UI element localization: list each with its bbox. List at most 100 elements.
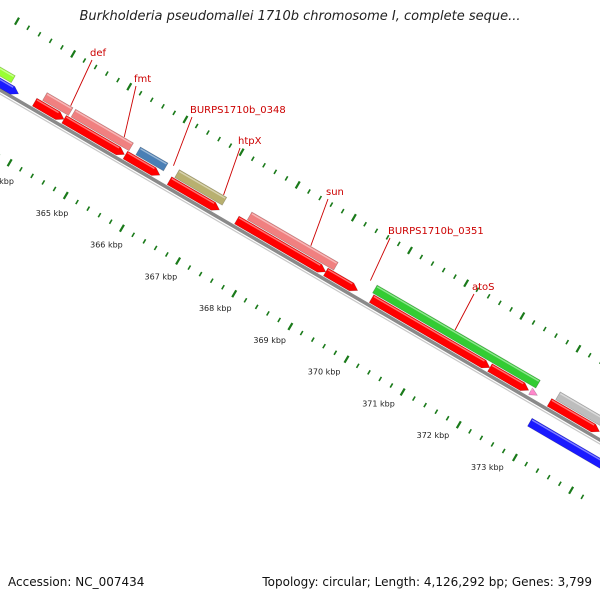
scale-tick xyxy=(97,212,102,218)
gene-feature xyxy=(166,176,220,211)
kbp-label: 372 kbp xyxy=(417,431,450,440)
gene-feature xyxy=(42,92,74,116)
scale-tick xyxy=(172,110,177,116)
scale-tick xyxy=(535,468,540,474)
scale-tick xyxy=(374,228,379,234)
scale-tick xyxy=(294,180,301,189)
scale-tick xyxy=(343,355,350,364)
feature-highlight xyxy=(0,78,14,88)
scale-tick xyxy=(108,219,113,225)
scale-tick xyxy=(299,330,304,336)
scale-tick xyxy=(329,202,334,208)
feature-highlight xyxy=(551,399,595,426)
kbp-label: 365 kbp xyxy=(36,209,69,218)
gene-feature xyxy=(61,114,125,156)
scale-tick xyxy=(284,175,289,181)
feature-highlight xyxy=(66,116,120,149)
scale-tick xyxy=(86,206,91,212)
gene-feature xyxy=(527,417,600,469)
backbone-line xyxy=(0,93,600,445)
gene-label: BURPS1710b_0351 xyxy=(388,226,484,237)
scale-tick xyxy=(307,189,311,194)
feature-highlight xyxy=(376,286,540,382)
scale-tick xyxy=(546,474,551,480)
callout-line xyxy=(370,237,391,281)
tick-rows xyxy=(0,17,600,500)
scale-tick xyxy=(399,388,406,397)
gene-feature xyxy=(246,211,339,271)
scale-tick xyxy=(221,284,225,290)
scale-tick xyxy=(266,310,270,316)
feature-highlight xyxy=(46,93,72,110)
kbp-label: 373 kbp xyxy=(471,463,504,472)
feature-highlight xyxy=(36,99,59,114)
scale-tick xyxy=(463,279,470,288)
gene-label: sun xyxy=(326,187,344,198)
gene-feature xyxy=(135,146,169,172)
scale-tick xyxy=(423,402,428,408)
scale-tick xyxy=(161,103,165,109)
feature-highlight xyxy=(127,152,155,170)
callout-line xyxy=(310,198,329,246)
scale-tick xyxy=(524,461,529,467)
feature-highlight xyxy=(75,110,133,145)
scale-tick xyxy=(60,44,64,50)
accession-text: Accession: NC_007434 xyxy=(8,575,145,589)
scale-tick xyxy=(557,481,562,487)
scale-tick xyxy=(231,289,238,298)
scale-tick xyxy=(116,77,120,83)
feature-highlight xyxy=(179,170,226,199)
scale-tick xyxy=(385,234,390,240)
gene-feature xyxy=(368,294,491,369)
scale-tick xyxy=(82,58,87,63)
scale-tick xyxy=(318,195,323,201)
gene-feature xyxy=(70,108,134,152)
scale-tick xyxy=(205,130,210,136)
scale-tick xyxy=(490,441,495,447)
scale-tick xyxy=(350,213,357,222)
scale-tick xyxy=(187,265,192,271)
scale-tick xyxy=(118,224,125,233)
feature-highlight xyxy=(140,148,167,165)
scale-tick xyxy=(378,376,383,382)
gene-feature xyxy=(0,66,16,84)
kbp-label: 364 kbp xyxy=(0,177,14,186)
callout-line xyxy=(223,147,241,196)
scale-tick xyxy=(164,252,169,257)
scale-tick xyxy=(389,383,394,388)
scale-tick xyxy=(411,396,416,402)
feature-highlight xyxy=(238,217,321,266)
scale-tick xyxy=(434,409,439,415)
scale-tick xyxy=(468,428,472,434)
scale-tick xyxy=(310,337,315,343)
gene-feature xyxy=(546,398,600,433)
feature-highlight xyxy=(327,269,353,285)
kbp-label: 371 kbp xyxy=(362,399,395,408)
scale-tick xyxy=(580,494,585,500)
scale-tick xyxy=(396,241,401,247)
features xyxy=(0,66,600,469)
gene-label: htpX xyxy=(238,136,262,147)
scale-tick xyxy=(41,179,46,185)
scale-tick xyxy=(287,322,294,331)
scale-tick xyxy=(6,158,13,167)
scale-tick xyxy=(575,344,582,353)
gene-feature xyxy=(555,391,600,426)
scale-tick xyxy=(355,363,360,369)
scale-tick xyxy=(26,25,31,31)
scale-tick xyxy=(367,369,371,375)
topology-text: Topology: circular; Length: 4,126,292 bp… xyxy=(262,575,592,589)
scale-tick xyxy=(479,435,484,441)
gene-feature xyxy=(528,387,538,396)
scale-tick xyxy=(48,38,53,44)
gene-label: atoS xyxy=(472,282,495,293)
scale-tick xyxy=(419,254,424,260)
scale-tick xyxy=(194,123,199,129)
feature-highlight xyxy=(0,67,14,78)
scale-tick xyxy=(497,300,502,306)
scale-tick xyxy=(30,173,35,179)
scale-tick xyxy=(455,420,462,429)
scale-tick xyxy=(322,343,326,349)
scale-tick xyxy=(182,115,189,124)
